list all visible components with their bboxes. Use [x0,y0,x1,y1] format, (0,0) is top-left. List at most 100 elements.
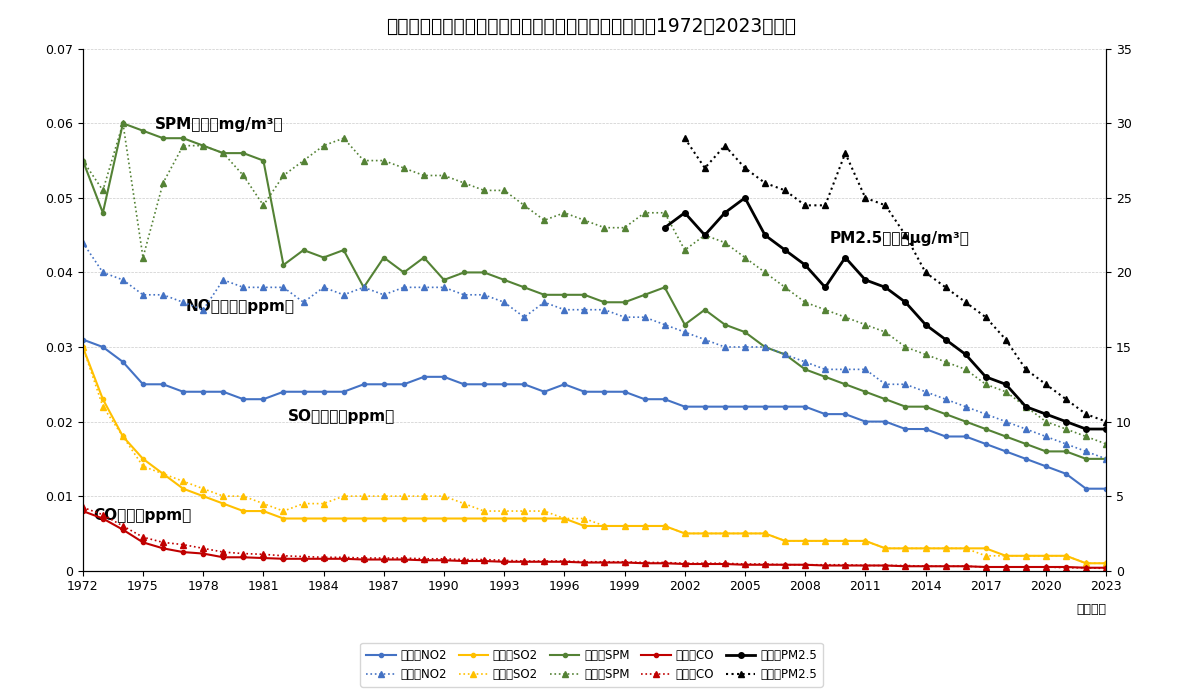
自排局PM2.5 [938,283,952,292]
一般局SPM [577,291,592,299]
自排局PM2.5 [839,149,853,157]
Line: 自排局PM2.5: 自排局PM2.5 [681,136,1108,425]
自排局PM2.5 [778,187,793,195]
自排局CO [76,503,90,512]
一般局PM2.5 [878,283,892,292]
Line: 自排局CO: 自排局CO [80,505,1108,571]
自排局NO2 [76,239,90,247]
自排局PM2.5 [1099,418,1113,426]
一般局NO2 [437,372,451,381]
一般局NO2 [1099,484,1113,493]
一般局PM2.5 [998,380,1013,388]
一般局SO2 [1099,559,1113,567]
一般局CO [557,557,571,566]
一般局PM2.5 [918,320,932,329]
自排局PM2.5 [819,201,833,209]
一般局PM2.5 [1099,425,1113,433]
自排局PM2.5 [718,141,732,150]
一般局CO [156,544,170,553]
Line: 自排局SPM: 自排局SPM [80,120,1108,447]
一般局SPM [457,268,471,276]
一般局PM2.5 [839,253,853,262]
一般局PM2.5 [678,209,692,217]
自排局CO [738,560,752,568]
一般局NO2 [557,380,571,388]
一般局CO [1019,563,1033,571]
一般局PM2.5 [898,298,912,306]
自排局CO [557,557,571,565]
一般局SPM [116,119,130,127]
一般局SPM [1099,454,1113,463]
自排局SPM [718,239,732,247]
自排局PM2.5 [1059,395,1073,404]
Line: 一般局NO2: 一般局NO2 [80,338,1108,491]
一般局CO [1079,564,1093,572]
Text: （年度）: （年度） [1077,603,1106,616]
自排局CO [1099,564,1113,573]
一般局PM2.5 [978,372,993,381]
自排局SO2 [557,514,571,523]
自排局SPM [1039,418,1053,426]
自排局PM2.5 [678,134,692,143]
Line: 一般局CO: 一般局CO [80,509,1108,570]
自排局NO2 [698,335,712,344]
自排局SO2 [437,492,451,500]
Text: SO２（左軸ppm）: SO２（左軸ppm） [287,409,395,424]
自排局PM2.5 [958,298,972,306]
自排局PM2.5 [1039,380,1053,388]
自排局NO2 [437,283,451,292]
一般局PM2.5 [658,223,672,232]
自排局SO2 [1019,552,1033,560]
自排局PM2.5 [738,164,752,172]
Line: 自排局SO2: 自排局SO2 [80,345,1108,566]
一般局CO [738,560,752,569]
自排局SPM [758,268,772,276]
一般局PM2.5 [738,193,752,202]
自排局SO2 [76,343,90,351]
Line: 一般局SO2: 一般局SO2 [80,345,1108,565]
一般局PM2.5 [938,335,952,344]
自排局PM2.5 [978,313,993,322]
一般局NO2 [1079,484,1093,493]
Text: PM2.5（右軸μg/m³）: PM2.5（右軸μg/m³） [829,231,970,246]
一般局SO2 [1079,559,1093,567]
一般局CO [76,507,90,515]
自排局NO2 [557,306,571,314]
一般局SPM [758,343,772,351]
Line: 自排局NO2: 自排局NO2 [80,240,1108,461]
自排局PM2.5 [998,335,1013,344]
自排局SPM [176,141,190,150]
一般局SO2 [76,343,90,351]
一般局SO2 [156,470,170,478]
Text: 大阪府内における大気環境状況（年平均値）の推移（1972〜2023年度）: 大阪府内における大気環境状況（年平均値）の推移（1972〜2023年度） [387,17,796,36]
自排局SPM [1099,440,1113,448]
一般局PM2.5 [819,283,833,292]
自排局PM2.5 [1079,410,1093,418]
一般局PM2.5 [958,350,972,358]
自排局SO2 [738,529,752,537]
一般局PM2.5 [858,276,872,284]
自排局CO [1019,563,1033,571]
自排局CO [437,555,451,563]
一般局SPM [176,134,190,143]
Legend: 一般局NO2, 自排局NO2, 一般局SO2, 自排局SO2, 一般局SPM, 自排局SPM, 一般局CO, 自排局CO, 一般局PM2.5, 自排局PM2.5: 一般局NO2, 自排局NO2, 一般局SO2, 自排局SO2, 一般局SPM, … [360,643,823,687]
Text: NO２（左軸ppm）: NO２（左軸ppm） [185,299,295,315]
自排局SPM [76,157,90,165]
一般局NO2 [76,335,90,344]
一般局PM2.5 [778,246,793,254]
一般局PM2.5 [698,231,712,239]
一般局NO2 [156,380,170,388]
一般局PM2.5 [758,231,772,239]
自排局PM2.5 [799,201,813,209]
Text: CO（右軸ppm）: CO（右軸ppm） [93,508,192,523]
自排局SO2 [1079,559,1093,567]
自排局PM2.5 [918,268,932,276]
自排局PM2.5 [1019,365,1033,374]
自排局SO2 [1099,559,1113,567]
自排局PM2.5 [878,201,892,209]
自排局SPM [457,179,471,187]
一般局PM2.5 [718,209,732,217]
自排局CO [156,538,170,546]
一般局CO [698,560,712,568]
一般局SO2 [437,514,451,523]
